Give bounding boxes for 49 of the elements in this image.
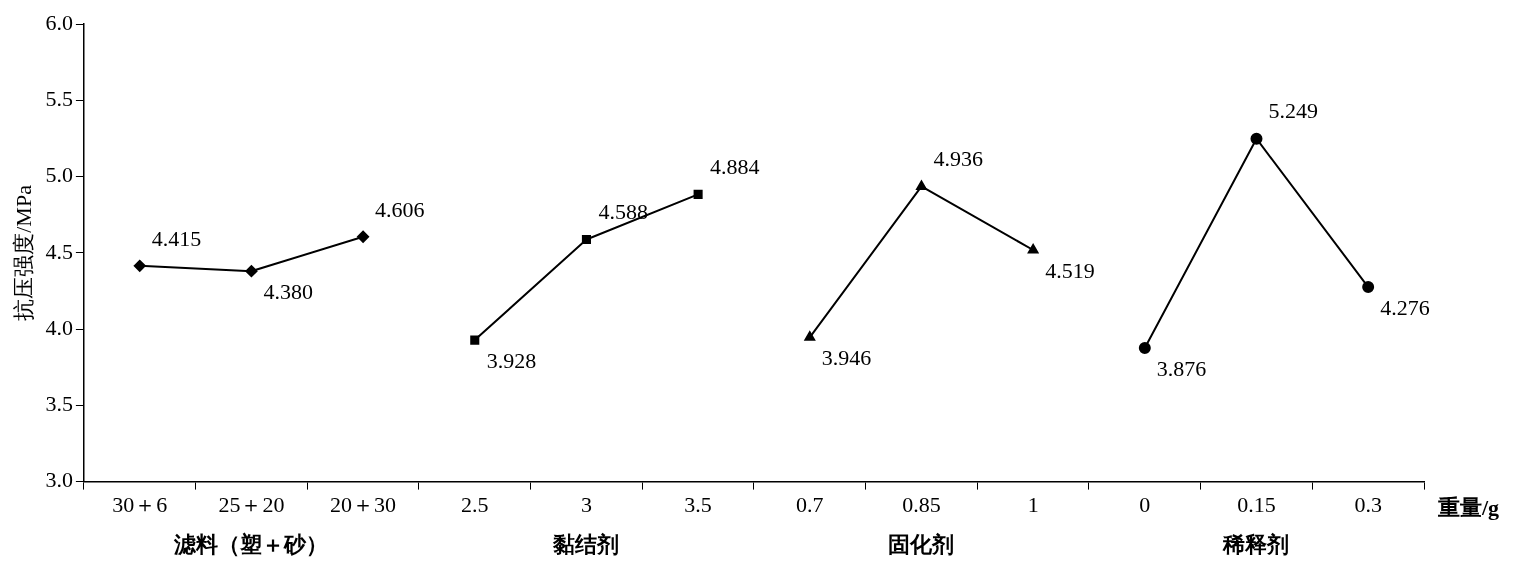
data-label: 4.884 [710, 154, 760, 180]
y-tick-label: 4.0 [45, 314, 73, 340]
data-label: 3.946 [821, 345, 872, 371]
text: 固化剂 [888, 531, 955, 557]
data-label: 4.936 [933, 146, 983, 172]
text: 滤料（塑＋砂） [173, 531, 329, 557]
point [1138, 342, 1151, 355]
data-label: 4.519 [1045, 257, 1095, 283]
x-tick-label: 30＋6 [112, 491, 168, 517]
data-label: 5.249 [1268, 98, 1318, 124]
y-tick-label: 5.0 [45, 162, 73, 188]
point [357, 230, 370, 243]
y-tick-label: 3.0 [45, 467, 73, 493]
x-tick-label: 3.5 [684, 491, 712, 517]
point [804, 331, 816, 341]
x-tick-label: 1 [1027, 491, 1039, 517]
point [693, 189, 703, 199]
point [1027, 244, 1039, 254]
point [245, 265, 258, 278]
data-label: 4.606 [375, 196, 425, 222]
x-tick-label: 0 [1139, 491, 1151, 517]
y-tick-label: 4.5 [45, 238, 73, 264]
x-tick-label: 2.5 [461, 491, 489, 517]
x-tick-label: 3 [580, 491, 592, 517]
point [916, 180, 927, 190]
data-label: 4.588 [598, 199, 648, 225]
data-label: 4.380 [263, 278, 313, 304]
y-axis-title: 抗压强度/MPa [10, 184, 36, 321]
point [1250, 132, 1263, 145]
data-label: 4.415 [151, 225, 202, 251]
x-axis-title: 重量/g [1437, 495, 1500, 521]
y-tick-label: 3.5 [45, 391, 73, 417]
point [581, 234, 591, 245]
text: 黏结剂 [552, 531, 620, 557]
data-label: 4.276 [1380, 294, 1430, 320]
y-tick-label: 5.5 [45, 86, 73, 112]
x-tick-label: 0.15 [1237, 491, 1276, 517]
text: 稀释剂 [1222, 531, 1290, 557]
data-label: 3.928 [486, 347, 537, 373]
y-tick-label: 6.0 [45, 9, 73, 35]
point [133, 259, 146, 272]
point [470, 335, 480, 345]
point [1362, 281, 1375, 294]
x-tick-label: 0.85 [902, 491, 941, 517]
x-tick-label: 0.3 [1354, 491, 1382, 517]
x-tick-label: 25＋20 [218, 491, 285, 517]
x-tick-label: 0.7 [796, 491, 824, 517]
x-tick-label: 20＋30 [330, 491, 397, 517]
data-label: 3.876 [1156, 355, 1207, 381]
